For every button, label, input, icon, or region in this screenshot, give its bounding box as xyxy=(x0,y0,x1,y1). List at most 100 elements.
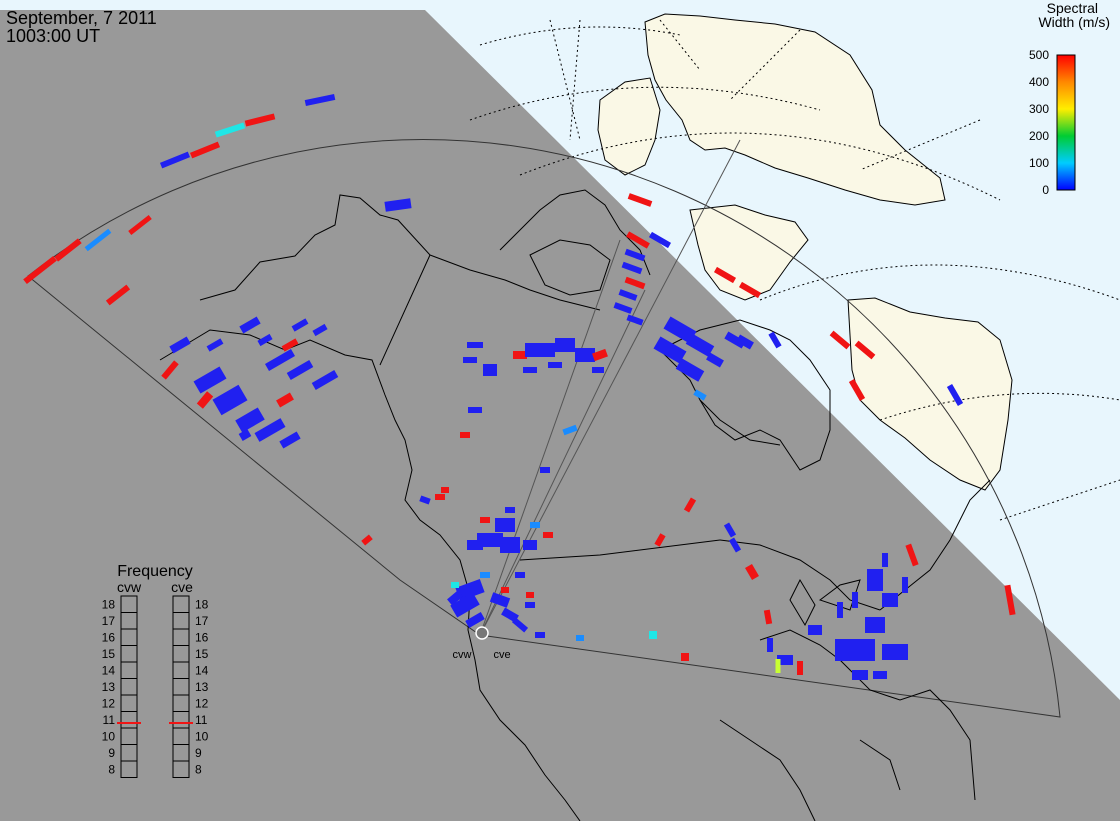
data-cell xyxy=(797,661,803,675)
gauge-tick-label: 12 xyxy=(102,696,116,710)
radar-site-marker xyxy=(475,626,489,640)
data-cell xyxy=(450,592,480,618)
colorbar-tick-label: 300 xyxy=(1029,102,1049,116)
data-cell xyxy=(535,632,545,638)
gauge-tick-label: 8 xyxy=(195,762,202,776)
colorbar-tick-label: 500 xyxy=(1029,48,1049,62)
data-cell xyxy=(626,231,650,249)
data-cell xyxy=(530,522,540,528)
data-cell xyxy=(254,418,286,442)
frequency-title: Frequency xyxy=(117,563,193,580)
data-cell xyxy=(523,367,537,373)
colorbar-tick-label: 400 xyxy=(1029,75,1049,89)
gauge-tick-label: 11 xyxy=(103,713,116,727)
data-cell xyxy=(312,323,328,337)
colorbar-tick-label: 0 xyxy=(1042,183,1049,197)
colorbar-tick-label: 100 xyxy=(1029,156,1049,170)
colorbar-tick-label: 200 xyxy=(1029,129,1049,143)
data-cell xyxy=(902,577,908,593)
data-cell xyxy=(852,592,858,608)
data-cell xyxy=(706,352,724,368)
data-cell xyxy=(281,338,299,352)
data-cell xyxy=(159,151,191,169)
night-region xyxy=(0,10,1120,821)
data-cell xyxy=(854,340,876,360)
data-cell xyxy=(882,553,888,567)
data-cell xyxy=(738,281,762,299)
colorbar-title-line2: Width (m/s) xyxy=(1038,14,1110,30)
data-cell xyxy=(837,602,843,618)
data-cell xyxy=(675,358,705,382)
data-cell xyxy=(189,141,221,159)
data-cell xyxy=(468,407,482,413)
data-cell xyxy=(523,540,537,550)
data-cell xyxy=(693,389,707,401)
data-cell xyxy=(685,333,715,357)
data-cell xyxy=(465,612,485,628)
data-cell xyxy=(54,238,82,262)
data-cell xyxy=(212,384,248,416)
data-cell xyxy=(196,391,214,409)
data-cell xyxy=(723,522,737,538)
data-cell xyxy=(279,431,301,449)
gauge-tick-label: 11 xyxy=(195,713,208,727)
data-cell xyxy=(627,193,653,207)
data-cell xyxy=(848,378,866,402)
gauge-tick-label: 18 xyxy=(195,597,209,611)
gauge-tick-label: 18 xyxy=(102,597,116,611)
data-cell xyxy=(540,467,550,473)
data-cell xyxy=(653,336,687,364)
data-cell xyxy=(775,659,781,673)
data-cell xyxy=(745,563,759,581)
data-cell xyxy=(501,587,509,593)
data-cell xyxy=(286,360,314,380)
data-cell xyxy=(361,534,373,546)
radar-beam-lines xyxy=(479,139,741,636)
spectral-width-colorbar: Spectral Width (m/s) 500 400 300 200 100 0 xyxy=(1029,0,1110,197)
frequency-panel: Frequency cvw cve 18 17 16 15 14 13 12 11 10 9 8 18… xyxy=(102,563,209,778)
gauge-tick-label: 17 xyxy=(195,614,209,628)
radar-data-cells xyxy=(23,93,1016,680)
data-cell xyxy=(728,537,742,553)
data-cell xyxy=(1004,584,1016,616)
data-cell xyxy=(724,331,746,349)
data-cell xyxy=(455,578,485,602)
data-cell xyxy=(239,316,261,334)
data-cell xyxy=(768,331,782,349)
data-cell xyxy=(946,383,964,407)
gauge-tick-label: 9 xyxy=(108,746,115,760)
data-cell xyxy=(238,429,252,441)
data-cell xyxy=(467,342,483,348)
colorbar-gradient xyxy=(1056,54,1076,191)
data-cell xyxy=(483,364,497,376)
data-cell xyxy=(265,349,295,371)
data-cell xyxy=(683,497,697,513)
data-cell xyxy=(489,592,511,608)
data-cell xyxy=(105,284,131,306)
data-cell xyxy=(865,617,885,633)
data-cell xyxy=(515,572,525,578)
data-cell xyxy=(808,625,822,635)
gauge-tick-label: 13 xyxy=(102,680,116,694)
data-cell xyxy=(513,351,527,359)
data-cell xyxy=(873,671,887,679)
gauge-tick-label: 12 xyxy=(195,696,209,710)
data-cell xyxy=(23,255,57,285)
data-cell xyxy=(291,318,309,332)
data-cell xyxy=(648,231,672,249)
data-cell xyxy=(852,670,868,680)
data-cell xyxy=(235,407,265,433)
data-cell xyxy=(214,122,246,138)
gauge-name-cvw: cvw xyxy=(117,579,142,595)
data-cell xyxy=(435,494,445,500)
data-cell xyxy=(206,338,224,352)
date-label: September, 7 2011 xyxy=(6,8,157,28)
data-cell xyxy=(867,569,883,591)
data-cell xyxy=(169,336,191,354)
station-label-cve: cve xyxy=(493,649,510,661)
data-cell xyxy=(736,334,754,350)
data-cell xyxy=(618,289,638,301)
data-cell xyxy=(525,343,555,357)
data-cell xyxy=(555,338,575,352)
data-cell xyxy=(84,228,112,252)
